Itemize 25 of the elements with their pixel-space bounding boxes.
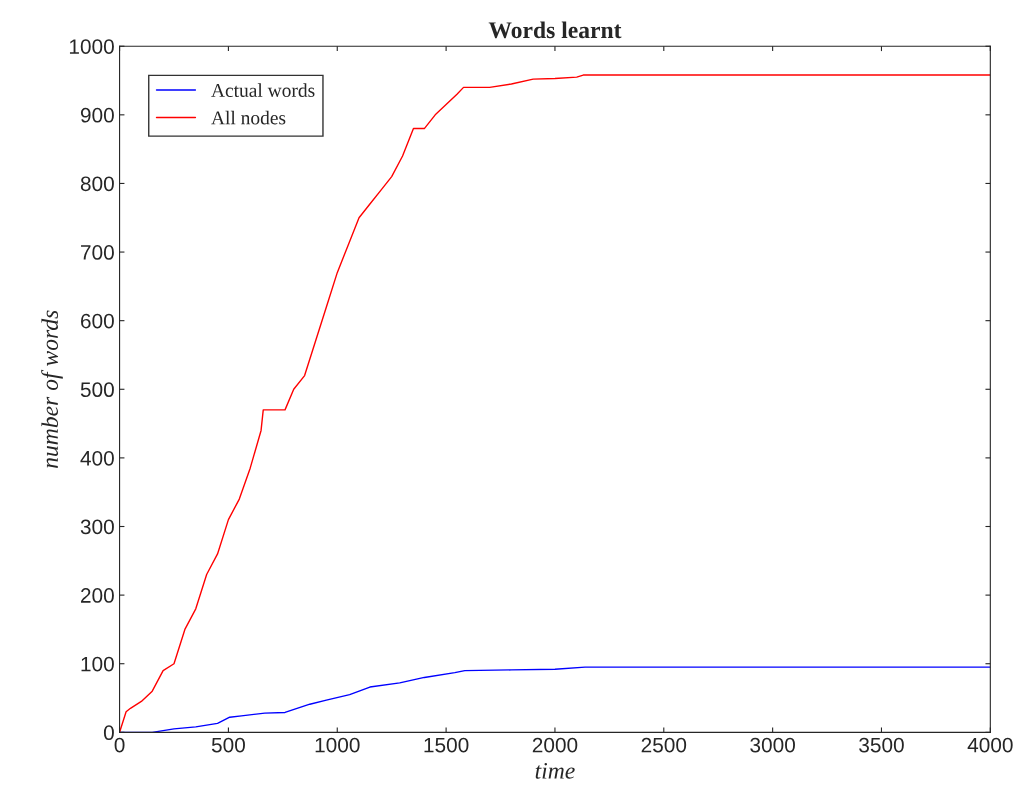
legend-label: All nodes — [211, 110, 286, 125]
y-tick-label: 300 — [80, 519, 114, 535]
x-tick-label: 2000 — [532, 737, 578, 753]
x-tick-label: 1000 — [315, 737, 360, 753]
y-tick-label: 500 — [80, 382, 114, 398]
x-tick-label: 500 — [211, 737, 245, 753]
y-tick-label: 700 — [81, 245, 114, 260]
y-tick-label: 600 — [81, 313, 114, 329]
chart-title: Words learnt — [488, 21, 622, 39]
y-tick-label: 100 — [81, 656, 114, 672]
y-tick-label: 800 — [80, 176, 114, 192]
x-tick-label: 2500 — [641, 737, 687, 753]
y-tick-label: 1000 — [69, 39, 114, 54]
x-tick-label: 3500 — [859, 737, 904, 753]
x-tick-label: 4000 — [967, 737, 1013, 753]
y-tick-label: 200 — [81, 588, 114, 603]
x-tick-label: 1500 — [424, 737, 469, 753]
y-tick-label: 400 — [80, 450, 114, 466]
y-tick-label: 0 — [103, 725, 114, 741]
y-tick-label: 900 — [80, 107, 114, 123]
legend-label: Actual words — [211, 83, 315, 97]
x-tick-label: 3000 — [750, 737, 795, 753]
x-tick-label: 0 — [114, 737, 125, 753]
x-axis-title: time — [535, 762, 575, 779]
y-axis-title: number of words — [41, 310, 63, 469]
